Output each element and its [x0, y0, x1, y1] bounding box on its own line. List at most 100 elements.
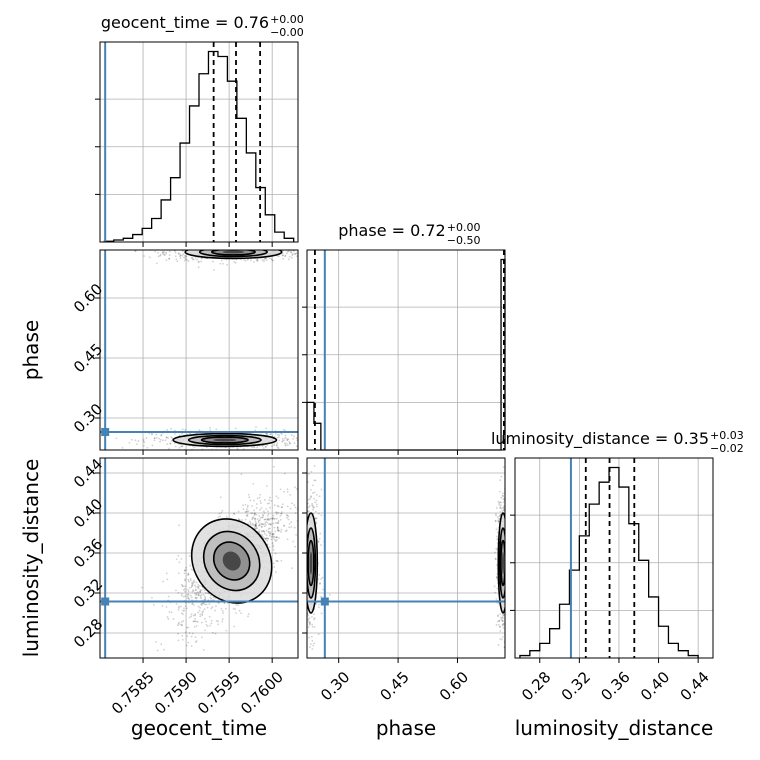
sample-point [269, 433, 272, 435]
sample-point [219, 262, 222, 265]
sample-point [198, 429, 201, 432]
sample-point [177, 572, 180, 575]
sample-point [266, 245, 268, 247]
sample-point [276, 526, 279, 529]
sample-point [191, 244, 193, 246]
sample-point [253, 248, 255, 250]
sample-point [262, 510, 265, 513]
sample-point [498, 623, 500, 626]
sample-point [163, 254, 166, 257]
sample-point [499, 510, 502, 513]
sample-point [141, 586, 143, 589]
sample-point [244, 245, 246, 247]
sample-point [264, 538, 267, 541]
sample-point [303, 532, 305, 534]
sample-point [189, 246, 191, 248]
sample-point [288, 255, 291, 258]
sample-point [240, 246, 242, 248]
sample-point [273, 532, 275, 535]
sample-point [164, 439, 167, 442]
sample-point [502, 492, 504, 495]
sample-point [263, 531, 266, 533]
sample-point [263, 258, 266, 261]
sample-point [308, 622, 311, 625]
sample-point [312, 484, 314, 487]
sample-point [187, 626, 190, 629]
sample-point [183, 609, 186, 612]
sample-point [153, 437, 156, 440]
sample-point [277, 529, 280, 532]
sample-point [205, 603, 208, 606]
sample-point [201, 248, 203, 250]
sample-point [201, 248, 203, 250]
sample-point [143, 255, 145, 257]
sample-point [184, 257, 187, 259]
sample-point [303, 494, 305, 496]
sample-point [257, 521, 260, 524]
title-sub: −0.50 [447, 234, 481, 247]
sample-point [237, 518, 240, 520]
sample-point [277, 521, 280, 524]
sample-point [301, 622, 303, 624]
sample-point [168, 257, 171, 260]
sample-point [189, 577, 192, 580]
sample-point [170, 611, 173, 614]
panel-border [514, 457, 714, 659]
sample-point [266, 247, 268, 249]
sample-point [508, 569, 510, 571]
sample-point [174, 245, 176, 247]
sample-point [320, 488, 323, 491]
sample-point [304, 589, 306, 591]
sample-point [506, 568, 508, 570]
density-contour [222, 250, 245, 254]
panel-border [306, 249, 506, 451]
sample-point [505, 626, 507, 628]
sample-point [275, 444, 278, 447]
sample-point [166, 429, 169, 431]
sample-point [214, 244, 216, 246]
sample-point [197, 605, 200, 608]
sample-point [256, 248, 258, 250]
sample-point [217, 620, 220, 623]
sample-point [506, 581, 508, 583]
sample-point [280, 528, 283, 531]
sample-point [172, 246, 174, 248]
sample-point [311, 502, 314, 505]
sample-point [280, 506, 283, 509]
sample-point [310, 496, 312, 499]
sample-point [202, 593, 205, 596]
sample-point [153, 437, 156, 440]
x-tick-label: 0.40 [637, 668, 673, 704]
sample-point [244, 247, 246, 249]
sample-point [506, 534, 508, 536]
sample-point [157, 252, 159, 254]
sample-point [180, 624, 183, 627]
sample-point [267, 530, 270, 533]
sample-point [300, 513, 302, 515]
sample-point [499, 626, 501, 628]
sample-point [180, 245, 182, 247]
sample-point [244, 247, 246, 249]
sample-point [252, 243, 254, 245]
sample-point [201, 614, 204, 617]
sample-point [287, 243, 289, 245]
sample-point [496, 576, 498, 579]
sample-point [319, 582, 321, 585]
sample-point [506, 605, 508, 607]
sample-point [312, 644, 315, 647]
sample-point [498, 515, 501, 518]
title-main-text: luminosity_distance = 0.35 [491, 429, 709, 449]
sample-point [188, 616, 191, 619]
sample-point [508, 588, 510, 590]
sample-point [274, 552, 277, 555]
sample-point [307, 502, 309, 505]
sample-point [278, 245, 280, 247]
sample-point [266, 537, 269, 540]
sample-point [286, 505, 289, 508]
sample-point [302, 560, 304, 562]
sample-point [145, 437, 148, 439]
sample-point [281, 440, 284, 443]
panel-border [99, 457, 299, 659]
sample-point [184, 588, 186, 590]
sample-point [272, 545, 275, 548]
